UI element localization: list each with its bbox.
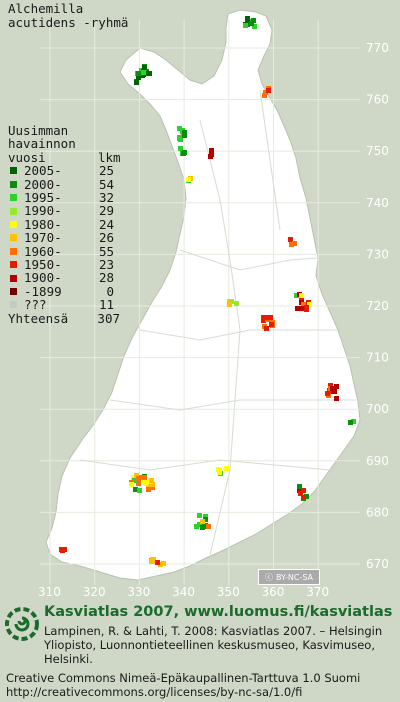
legend-count: 32 xyxy=(98,189,114,205)
legend-swatch xyxy=(10,301,17,309)
legend-row: 1995- 32 xyxy=(8,191,121,204)
legend-label: 2000- xyxy=(24,176,62,192)
y-tick-label: 690 xyxy=(366,454,389,468)
legend-count: 29 xyxy=(98,203,114,219)
legend-label: -1899 xyxy=(24,283,62,299)
legend-heading-2: havainnon xyxy=(8,136,76,152)
legend-swatch xyxy=(10,234,17,242)
legend-count: 0 xyxy=(106,283,114,299)
y-tick-label: 670 xyxy=(366,557,389,571)
title-line-1: Alchemilla xyxy=(8,1,84,16)
finland-outline xyxy=(45,9,361,581)
legend-count: 24 xyxy=(98,216,114,232)
legend-swatch xyxy=(10,247,17,255)
legend-rows: 2005- 25 2000- 54 1995- 32 1990- 29 1980- 24 1970-… xyxy=(8,163,121,313)
x-tick-label: 330 xyxy=(127,585,150,599)
x-tick-label: 320 xyxy=(83,585,106,599)
y-tick-label: 680 xyxy=(366,505,389,519)
legend-row: 2000- 54 xyxy=(8,176,121,192)
legend-row: ??? 11 xyxy=(8,297,121,313)
y-axis-ticks: 770 760 750 740 730 720 710 700 690 680 670 xyxy=(366,41,389,571)
legend-swatch xyxy=(10,287,17,295)
y-tick-label: 700 xyxy=(366,402,389,416)
y-tick-label: 750 xyxy=(366,144,389,158)
legend-row: -1899 0 xyxy=(8,283,121,299)
coordinate-grid xyxy=(40,20,360,585)
legend-row: 1990- 29 xyxy=(8,203,121,219)
legend-count: 25 xyxy=(98,163,114,179)
legend-count: 26 xyxy=(98,230,114,246)
legend-swatch xyxy=(10,220,17,228)
y-tick-label: 710 xyxy=(366,351,389,365)
legend-total-label: Yhteensä xyxy=(8,310,69,326)
y-tick-label: 740 xyxy=(366,196,389,210)
map-title: Alchemilla acutidens -ryhmä xyxy=(8,2,128,30)
kasviatlas-brand[interactable]: Kasviatlas 2007, www.luomus.fi/kasviatla… xyxy=(44,604,393,620)
legend-heading-3: vuosi xyxy=(8,149,46,165)
legend-count: 55 xyxy=(98,243,114,259)
x-axis-ticks: 310 320 330 340 350 360 370 xyxy=(38,585,329,599)
legend-row: 2005- 25 xyxy=(8,163,121,179)
legend-label: 1980- xyxy=(24,216,62,232)
footer xyxy=(0,602,400,702)
legend-label: 2005- xyxy=(24,163,62,179)
legend-label: ??? xyxy=(24,297,47,313)
legend-count: 54 xyxy=(98,176,114,192)
legend-row: 1980- 24 xyxy=(8,216,121,232)
legend-heading-row: vuosi lkm xyxy=(8,149,121,165)
legend-swatch xyxy=(10,194,17,202)
x-tick-label: 310 xyxy=(38,585,61,599)
legend-total-row: Yhteensä 307 xyxy=(8,310,121,326)
legend-label: 1960- xyxy=(24,243,62,259)
title-line-2: acutidens -ryhmä xyxy=(8,15,129,30)
legend-count: 28 xyxy=(98,270,114,286)
legend: Uusimman havainnon vuosi lkm 2005- 25 2000… xyxy=(8,124,121,325)
cc-badge-text: BY-NC-SA xyxy=(275,572,314,582)
legend-count: 23 xyxy=(98,256,114,272)
legend-label: 1970- xyxy=(24,230,62,246)
legend-swatch xyxy=(10,274,17,282)
y-tick-label: 720 xyxy=(366,299,389,313)
legend-swatch xyxy=(10,180,17,188)
kasviatlas-logo-icon xyxy=(5,607,39,641)
legend-count: 11 xyxy=(98,297,114,313)
legend-total-value: 307 xyxy=(97,310,120,326)
license-text[interactable]: Creative Commons Nimeä-Epäkaupallinen-Ta… xyxy=(6,671,361,699)
y-tick-label: 770 xyxy=(366,41,389,55)
y-tick-label: 760 xyxy=(366,93,389,107)
legend-heading-1: Uusimman xyxy=(8,123,69,138)
x-tick-label: 360 xyxy=(262,585,285,599)
legend-label: 1900- xyxy=(24,270,62,286)
x-tick-label: 350 xyxy=(217,585,240,599)
legend-row: 1960- 55 xyxy=(8,243,121,259)
legend-label: 1950- xyxy=(24,256,62,272)
legend-label: 1990- xyxy=(24,203,62,219)
observation-dots xyxy=(59,16,356,567)
province-borders xyxy=(79,89,356,556)
legend-swatch xyxy=(10,167,17,175)
legend-swatch xyxy=(10,261,17,269)
legend-label: 1995- xyxy=(24,189,62,205)
legend-swatch xyxy=(10,207,17,215)
legend-row: 1900- 28 xyxy=(8,270,121,286)
x-tick-label: 370 xyxy=(306,585,329,599)
legend-row: 1950- 23 xyxy=(8,258,121,271)
x-tick-label: 340 xyxy=(172,585,195,599)
y-tick-label: 730 xyxy=(366,247,389,261)
cc-license-badge[interactable]: ⓒ BY-NC-SA xyxy=(258,569,320,585)
citation: Lampinen, R. & Lahti, T. 2008: Kasviatla… xyxy=(44,624,383,666)
legend-row: 1970- 26 xyxy=(8,230,121,246)
cc-icon: ⓒ xyxy=(264,572,273,582)
legend-count-heading: lkm xyxy=(98,149,121,165)
